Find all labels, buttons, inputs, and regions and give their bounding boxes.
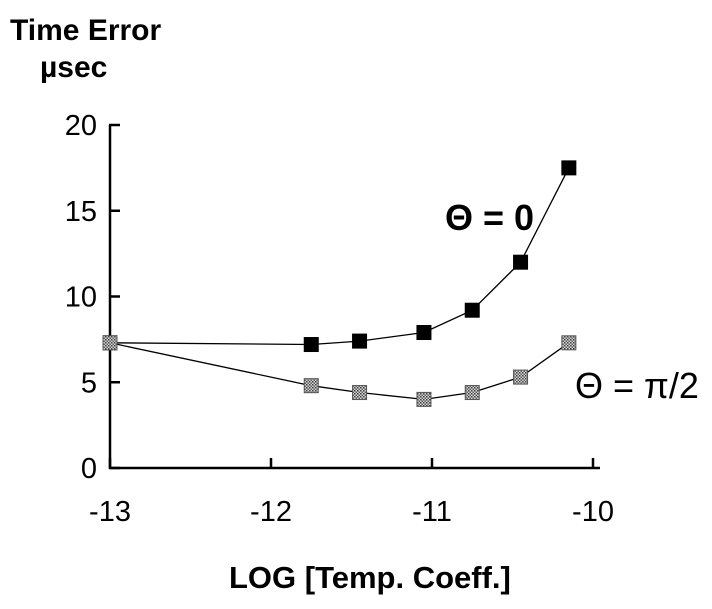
series-1-point (513, 369, 529, 385)
x-tick-label: -11 (412, 496, 452, 528)
x-tick-label: -13 (89, 496, 131, 528)
x-axis-ticks: -13 -12 -11 -10 (89, 458, 614, 528)
series-line-1 (109, 342, 570, 401)
series-label-theta-pi-over-2: Θ = π/2 (575, 365, 699, 406)
y-axis-title-line2: µsec (40, 51, 107, 84)
series-1-point (464, 385, 480, 401)
series-1-point (561, 335, 577, 351)
x-tick-label: -12 (250, 496, 292, 528)
series-0-point (303, 337, 319, 353)
series-group (102, 160, 577, 407)
series-0-point (513, 254, 529, 270)
y-axis-title-line1: Time Error (10, 14, 161, 47)
series-1-point (303, 378, 319, 394)
y-tick-label: 10 (65, 282, 97, 314)
y-tick-label: 0 (81, 453, 97, 485)
series-0-point (352, 333, 368, 349)
y-tick-label: 5 (81, 367, 97, 399)
series-1-point (102, 335, 118, 351)
series-1-point (352, 385, 368, 401)
x-axis-title: LOG [Temp. Coeff.] (229, 560, 511, 595)
series-1-point (416, 391, 432, 407)
y-tick-label: 15 (65, 196, 97, 228)
series-0-point (561, 160, 577, 176)
x-tick-label: -10 (572, 496, 614, 528)
series-label-theta-0: Θ = 0 (445, 197, 534, 238)
y-axis-ticks: 0 5 10 15 20 (65, 110, 120, 485)
series-0-point (464, 302, 480, 318)
series-line-0 (109, 167, 570, 346)
y-tick-label: 20 (65, 110, 97, 142)
series-0-point (416, 325, 432, 341)
